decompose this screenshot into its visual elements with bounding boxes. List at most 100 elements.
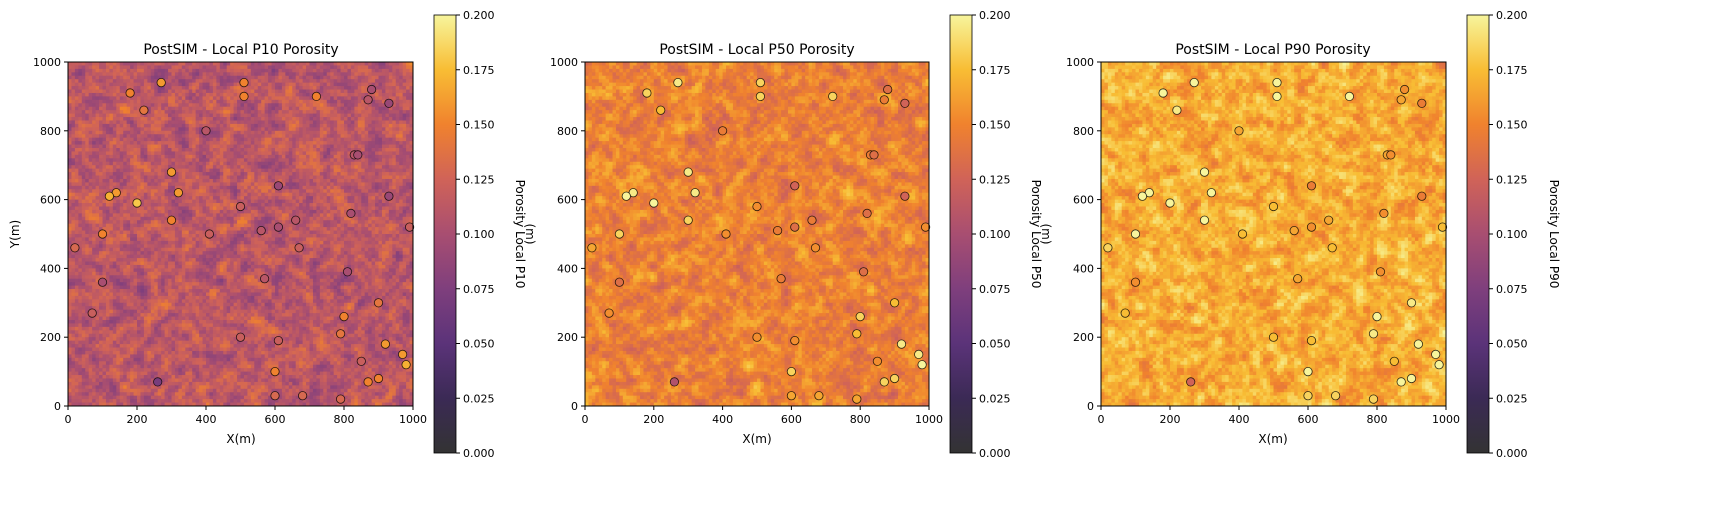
heatmap-cell [340, 213, 345, 218]
heatmap-cell [344, 86, 348, 91]
heatmap-cell [330, 168, 335, 173]
heatmap-cell [199, 68, 204, 73]
heatmap-cell [247, 127, 252, 132]
heatmap-cell [361, 117, 366, 121]
heatmap-cell [375, 137, 379, 142]
heatmap-cell [85, 110, 90, 115]
heatmap-cell [350, 192, 355, 197]
heatmap-cell [409, 106, 414, 111]
heatmap-cell [130, 154, 135, 159]
heatmap-cell [88, 79, 93, 84]
heatmap-cell [226, 96, 231, 101]
heatmap-cell [326, 161, 331, 166]
heatmap-cell [192, 206, 197, 211]
heatmap-cell [399, 68, 404, 73]
heatmap-cell [378, 172, 383, 177]
heatmap-cell [330, 151, 335, 156]
heatmap-cell [250, 134, 255, 139]
heatmap-cell [130, 99, 135, 104]
heatmap-cell [168, 92, 172, 97]
heatmap-cell [95, 161, 100, 166]
heatmap-cell [319, 130, 324, 135]
heatmap-cell [240, 148, 245, 152]
heatmap-cell [240, 151, 245, 156]
heatmap-cell [74, 110, 79, 115]
heatmap-cell [185, 117, 190, 121]
heatmap-cell [112, 79, 117, 84]
heatmap-cell [409, 65, 414, 70]
heatmap-cell [344, 213, 348, 218]
heatmap-cell [171, 72, 176, 77]
heatmap-cell [223, 206, 228, 211]
heatmap-cell [364, 148, 369, 152]
heatmap-cell [268, 206, 273, 211]
heatmap-cell [347, 206, 352, 211]
heatmap-cell [150, 123, 155, 128]
heatmap-cell [154, 161, 159, 166]
heatmap-cell [316, 189, 321, 194]
heatmap-cell [281, 203, 286, 207]
heatmap-cell [299, 192, 304, 197]
heatmap-cell [102, 75, 107, 80]
heatmap-cell [354, 206, 359, 211]
heatmap-cell [219, 144, 224, 149]
heatmap-cell [92, 175, 97, 180]
heatmap-cell [326, 117, 331, 121]
heatmap-cell [340, 209, 345, 214]
heatmap-cell [206, 227, 210, 232]
heatmap-cell [357, 89, 362, 94]
heatmap-cell [223, 230, 228, 235]
heatmap-cell [116, 75, 121, 80]
heatmap-cell [105, 130, 110, 135]
heatmap-cell [219, 203, 224, 207]
heatmap-cell [126, 165, 131, 170]
heatmap-cell [95, 72, 100, 77]
heatmap-cell [147, 216, 152, 221]
heatmap-cell [316, 161, 321, 166]
heatmap-cell [378, 161, 383, 166]
heatmap-cell [350, 103, 355, 108]
heatmap-cell [230, 154, 235, 159]
heatmap-cell [371, 82, 376, 87]
heatmap-cell [109, 158, 114, 163]
heatmap-cell [292, 227, 297, 232]
heatmap-cell [243, 151, 248, 156]
heatmap-cell [92, 68, 97, 73]
heatmap-cell [99, 178, 103, 183]
heatmap-cell [157, 230, 162, 235]
heatmap-cell [347, 223, 352, 228]
heatmap-cell [281, 103, 286, 108]
heatmap-cell [78, 206, 83, 211]
heatmap-cell [161, 130, 166, 135]
heatmap-cell [85, 175, 90, 180]
heatmap-cell [226, 99, 231, 104]
heatmap-cell [375, 192, 379, 197]
heatmap-cell [350, 92, 355, 97]
heatmap-cell [68, 151, 72, 156]
heatmap-cell [254, 230, 259, 235]
heatmap-cell [174, 72, 179, 77]
heatmap-cell [368, 158, 373, 163]
heatmap-cell [306, 158, 310, 163]
heatmap-cell [388, 168, 393, 173]
heatmap-cell [140, 227, 145, 232]
heatmap-cell [281, 175, 286, 180]
heatmap-cell [199, 148, 204, 152]
heatmap-cell [337, 230, 342, 235]
heatmap-cell [216, 227, 221, 232]
heatmap-cell [133, 220, 138, 225]
heatmap-cell [250, 165, 255, 170]
heatmap-cell [216, 206, 221, 211]
heatmap-cell [81, 117, 86, 121]
heatmap-cell [219, 220, 224, 225]
heatmap-cell [337, 110, 342, 115]
heatmap-cell [174, 96, 179, 101]
heatmap-cell [326, 151, 331, 156]
heatmap-cell [347, 158, 352, 163]
heatmap-cell [344, 189, 348, 194]
heatmap-cell [202, 151, 207, 156]
heatmap-cell [350, 62, 355, 66]
heatmap-cell [88, 223, 93, 228]
heatmap-cell [385, 178, 390, 183]
heatmap-cell [340, 141, 345, 146]
